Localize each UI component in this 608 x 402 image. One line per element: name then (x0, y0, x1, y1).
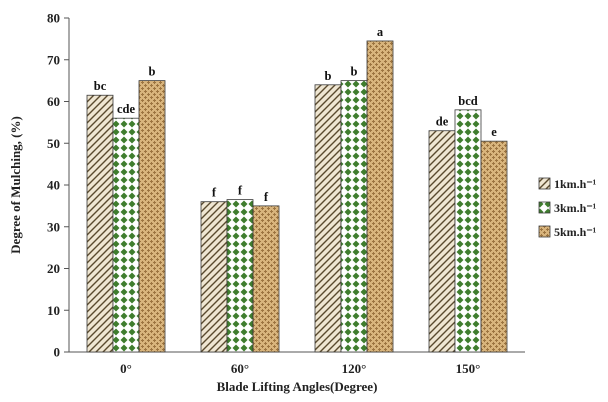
y-tick-label: 80 (47, 11, 60, 26)
bar-3-1 (138, 80, 166, 353)
x-axis-title: Blade Lifting Angles(Degree) (217, 379, 378, 394)
significance-label: f (264, 190, 269, 204)
y-axis-title: Degree of Mulching, (%) (8, 116, 23, 254)
legend-label-1: 1km.h⁻¹ (554, 177, 597, 191)
x-tick-label: 120° (342, 361, 367, 376)
significance-label: f (212, 186, 217, 200)
bar-2-3 (340, 80, 368, 353)
significance-label: e (491, 125, 497, 139)
y-tick-label: 30 (47, 219, 60, 234)
significance-label: bc (94, 79, 107, 93)
bar-2-2 (226, 199, 254, 353)
bars (86, 40, 508, 353)
legend-swatch-3 (538, 225, 551, 238)
bar-2-4 (454, 109, 482, 353)
bar-1-3 (314, 84, 342, 353)
bar-3-3 (366, 40, 394, 353)
significance-label: b (149, 65, 156, 79)
legend: 1km.h⁻¹ 3km.h⁻¹ 5km.h⁻¹ (538, 177, 597, 239)
y-tick-label: 20 (47, 261, 60, 276)
significance-label: bcd (458, 94, 478, 108)
legend-swatch-1 (538, 177, 551, 190)
significance-label: b (325, 69, 332, 83)
x-tick-label: 60° (231, 361, 249, 376)
y-ticks: 0 10 20 30 40 50 60 70 80 (47, 11, 69, 360)
y-tick-label: 40 (47, 178, 60, 193)
bar-1-2 (200, 201, 228, 353)
x-tick-label: 150° (456, 361, 481, 376)
significance-label: de (436, 115, 449, 129)
bar-3-4 (480, 140, 508, 353)
significance-label: b (351, 65, 358, 79)
y-tick-label: 70 (47, 52, 60, 67)
bar-1-1 (86, 94, 114, 353)
significance-label: f (238, 184, 243, 198)
y-tick-label: 0 (54, 345, 61, 360)
significance-label: a (377, 25, 384, 39)
legend-label-2: 3km.h⁻¹ (554, 201, 597, 215)
bar-2-1 (112, 117, 140, 353)
y-tick-label: 50 (47, 136, 60, 151)
y-tick-label: 10 (47, 303, 60, 318)
y-tick-label: 60 (47, 94, 60, 109)
x-tick-label: 0° (120, 361, 132, 376)
legend-label-3: 5km.h⁻¹ (554, 225, 597, 239)
significance-label: cde (117, 102, 136, 116)
bar-3-2 (252, 205, 280, 353)
x-ticks: 0° 60° 120° 150° (120, 361, 480, 376)
legend-swatch-2 (538, 201, 551, 214)
bar-1-4 (428, 130, 456, 353)
